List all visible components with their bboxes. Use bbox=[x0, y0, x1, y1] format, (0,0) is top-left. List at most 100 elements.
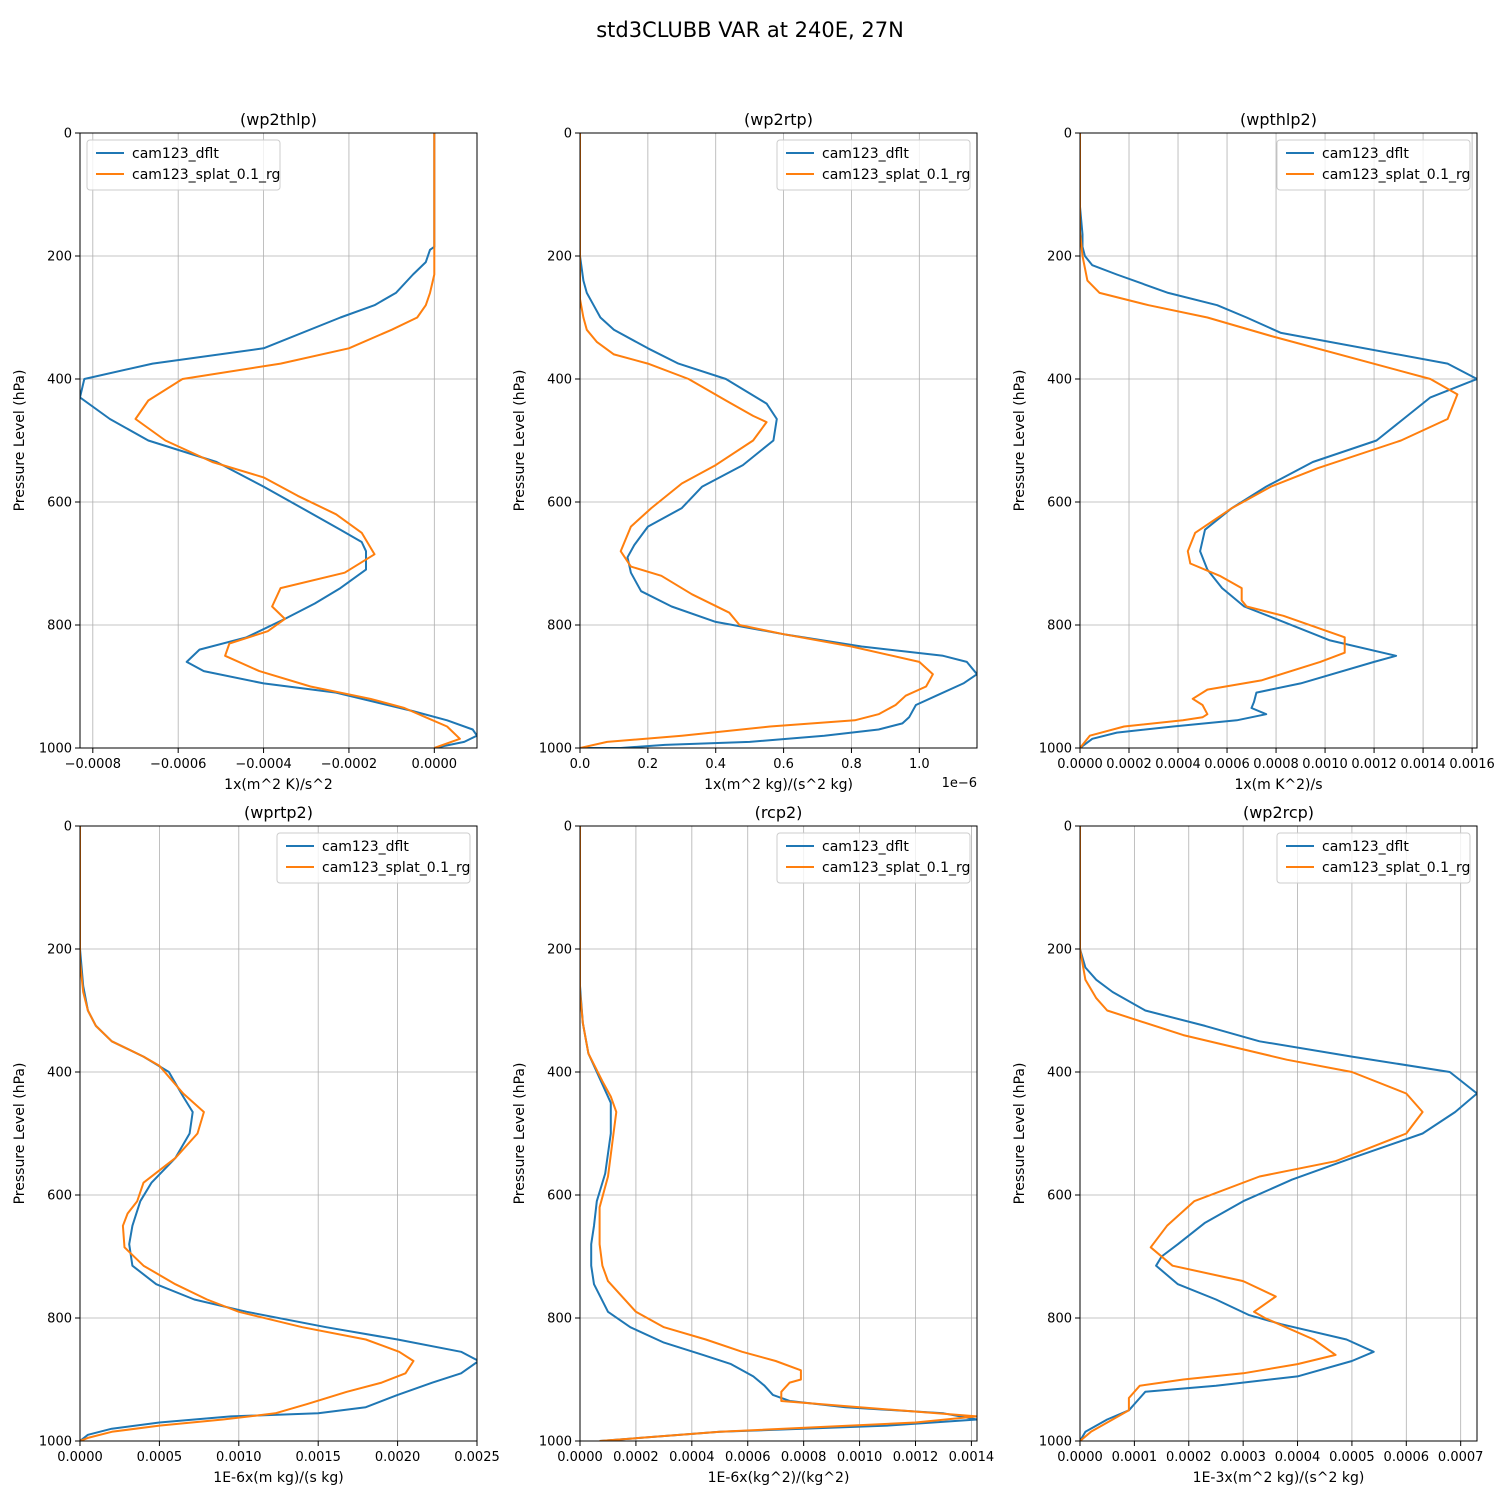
panel-title: (wpthlp2) bbox=[1240, 110, 1317, 129]
x-tick-label: 0.0006 bbox=[725, 1450, 771, 1465]
y-tick-label: 0 bbox=[64, 820, 72, 835]
y-tick-label: 0 bbox=[1064, 820, 1072, 835]
x-tick-label: 0.0006 bbox=[1384, 1450, 1430, 1465]
legend-entry: cam123_dflt bbox=[1322, 839, 1409, 855]
y-tick-label: 200 bbox=[1047, 943, 1072, 958]
x-tick-label: 0.0000 bbox=[557, 1450, 603, 1465]
y-axis-label: Pressure Level (hPa) bbox=[12, 370, 28, 512]
y-axis-label: Pressure Level (hPa) bbox=[512, 370, 528, 512]
legend: cam123_dflt cam123_splat_0.1_rg bbox=[276, 832, 471, 884]
series-line-cam123_splat_0.1_rg bbox=[580, 133, 934, 748]
series-group bbox=[80, 826, 477, 1441]
y-tick-label: 600 bbox=[47, 1189, 72, 1204]
panel-4: 0.0000 0.0005 0.0010 0.0015 0.0020 0.0025 0 200… bbox=[12, 803, 500, 1486]
y-tick-label: 200 bbox=[547, 943, 572, 958]
series-line-cam123_splat_0.1_rg bbox=[134, 133, 461, 748]
legend-entry: cam123_dflt bbox=[822, 839, 909, 855]
x-tick-label: 0.0020 bbox=[375, 1450, 421, 1465]
x-tick-label: 0.0 bbox=[570, 757, 591, 772]
y-tick-label: 1000 bbox=[1039, 742, 1072, 757]
legend: cam123_dflt cam123_splat_0.1_rg bbox=[776, 832, 971, 884]
legend-entry: cam123_splat_0.1_rg bbox=[132, 167, 280, 183]
x-tick-label: 0.0005 bbox=[1329, 1450, 1375, 1465]
y-axis-label: Pressure Level (hPa) bbox=[1012, 370, 1028, 512]
x-tick-label: 1.0 bbox=[909, 757, 930, 772]
series-line-cam123_dflt bbox=[80, 133, 477, 748]
series-line-cam123_splat_0.1_rg bbox=[580, 826, 977, 1441]
legend-box bbox=[1276, 832, 1471, 884]
legend-entry: cam123_splat_0.1_rg bbox=[1322, 860, 1470, 876]
panel-title: (wp2rcp) bbox=[1243, 803, 1314, 822]
y-tick-label: 1000 bbox=[539, 1435, 572, 1450]
y-tick-label: 600 bbox=[1047, 496, 1072, 511]
x-tick-label: 0.0001 bbox=[1112, 1450, 1158, 1465]
x-tick-label: 0.6 bbox=[773, 757, 794, 772]
y-tick-label: 200 bbox=[547, 250, 572, 265]
x-tick-label: 0.0000 bbox=[412, 757, 458, 772]
x-tick-label: 0.0002 bbox=[1166, 1450, 1212, 1465]
series-group bbox=[580, 133, 977, 748]
panel-5: 0.0000 0.0002 0.0004 0.0006 0.0008 0.0010 0.00… bbox=[512, 803, 994, 1486]
series-group bbox=[580, 826, 977, 1441]
x-tick-label: −0.0002 bbox=[321, 757, 377, 772]
y-tick-label: 400 bbox=[47, 373, 72, 388]
x-axis-label: 1E-3x(m^2 kg)/(s^2 kg) bbox=[1193, 1470, 1365, 1486]
panel-1: −0.0008 −0.0006 −0.0004 −0.0002 0.0000 0 200 40… bbox=[12, 110, 478, 793]
x-tick-label: 0.0015 bbox=[295, 1450, 341, 1465]
y-tick-label: 800 bbox=[47, 1312, 72, 1327]
y-tick-label: 400 bbox=[47, 1066, 72, 1081]
legend-entry: cam123_dflt bbox=[822, 146, 909, 162]
x-tick-label: 0.0004 bbox=[669, 1450, 715, 1465]
panel-title: (wp2thlp) bbox=[240, 110, 317, 129]
panel-2: 0.0 0.2 0.4 0.6 0.8 1.0 0 200 400 600 800 1000 (wp2r… bbox=[512, 110, 978, 793]
x-tick-label: 0.2 bbox=[638, 757, 659, 772]
x-tick-label: 0.0003 bbox=[1220, 1450, 1266, 1465]
x-tick-label: 0.8 bbox=[841, 757, 862, 772]
legend-entry: cam123_dflt bbox=[132, 146, 219, 162]
x-tick-label: 0.0010 bbox=[216, 1450, 262, 1465]
x-tick-label: 0.0000 bbox=[1057, 1450, 1103, 1465]
legend-entry: cam123_splat_0.1_rg bbox=[1322, 167, 1470, 183]
x-tick-label: 0.0000 bbox=[57, 1450, 103, 1465]
series-group bbox=[1080, 133, 1477, 748]
y-tick-label: 400 bbox=[547, 373, 572, 388]
x-tick-label: −0.0008 bbox=[65, 757, 121, 772]
x-tick-label: 0.0012 bbox=[1351, 757, 1397, 772]
axes-frame bbox=[579, 132, 978, 749]
y-tick-label: 1000 bbox=[539, 742, 572, 757]
x-tick-label: 0.0002 bbox=[613, 1450, 659, 1465]
axes-frame bbox=[1079, 132, 1478, 749]
series-line-cam123_dflt bbox=[1080, 133, 1477, 748]
x-axis-label: 1E-6x(m kg)/(s kg) bbox=[213, 1470, 343, 1486]
series-line-cam123_splat_0.1_rg bbox=[80, 826, 415, 1441]
y-tick-label: 800 bbox=[1047, 1312, 1072, 1327]
y-tick-label: 400 bbox=[1047, 1066, 1072, 1081]
x-axis-label: 1x(m^2 K)/s^2 bbox=[224, 777, 333, 793]
x-tick-label: 0.0014 bbox=[949, 1450, 995, 1465]
y-tick-label: 400 bbox=[1047, 373, 1072, 388]
y-tick-label: 600 bbox=[1047, 1189, 1072, 1204]
y-tick-label: 600 bbox=[47, 496, 72, 511]
x-tick-label: −0.0004 bbox=[235, 757, 291, 772]
legend: cam123_dflt cam123_splat_0.1_rg bbox=[86, 139, 281, 191]
x-offset-label: 1e−6 bbox=[942, 776, 977, 791]
legend-box bbox=[86, 139, 281, 191]
x-tick-label: 0.0008 bbox=[1253, 757, 1299, 772]
x-tick-label: 0.0014 bbox=[1400, 757, 1446, 772]
y-tick-label: 200 bbox=[1047, 250, 1072, 265]
axes-frame bbox=[79, 132, 478, 749]
x-tick-label: 0.0010 bbox=[837, 1450, 883, 1465]
x-tick-label: 0.0007 bbox=[1438, 1450, 1484, 1465]
y-axis-label: Pressure Level (hPa) bbox=[1012, 1063, 1028, 1205]
x-tick-label: 0.0004 bbox=[1275, 1450, 1321, 1465]
x-tick-label: 0.0000 bbox=[1057, 757, 1103, 772]
legend-box bbox=[276, 832, 471, 884]
series-line-cam123_dflt bbox=[1080, 826, 1477, 1441]
panel-6: 0.0000 0.0001 0.0002 0.0003 0.0004 0.0005 0.00… bbox=[1012, 803, 1483, 1486]
y-tick-label: 400 bbox=[547, 1066, 572, 1081]
y-tick-label: 0 bbox=[564, 127, 572, 142]
axes-frame bbox=[579, 825, 978, 1442]
axes-frame bbox=[1079, 825, 1478, 1442]
x-tick-label: 0.4 bbox=[705, 757, 726, 772]
x-tick-label: 0.0008 bbox=[781, 1450, 827, 1465]
